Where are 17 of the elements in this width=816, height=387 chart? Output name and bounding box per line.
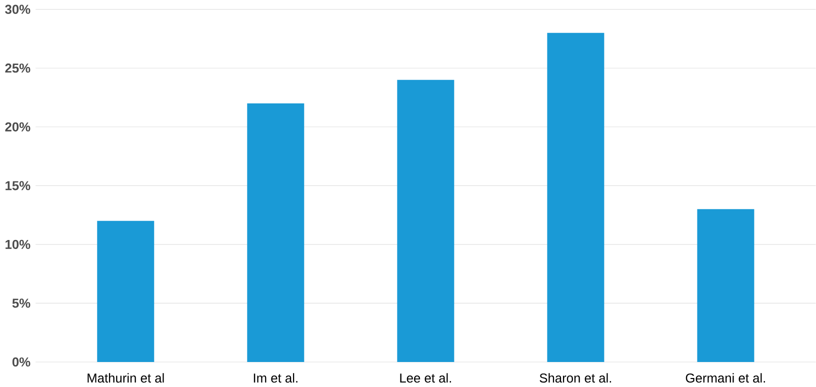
bar xyxy=(97,220,154,362)
x-tick-label: Mathurin et al xyxy=(88,372,164,382)
y-tick-label: 30% xyxy=(5,4,30,14)
y-tick-label: 10% xyxy=(6,240,30,249)
x-tick-label: Lee et al. xyxy=(400,372,451,382)
x-tick-label: Im et al. xyxy=(254,372,298,382)
y-tick-label: 15% xyxy=(6,180,30,190)
y-tick-label: 25% xyxy=(5,63,30,72)
bar xyxy=(397,80,454,362)
bar xyxy=(697,208,754,362)
bar xyxy=(547,32,604,362)
y-tick-label: 20% xyxy=(5,122,30,132)
x-tick-label: Sharon et al. xyxy=(540,372,612,382)
y-tick-label: 0% xyxy=(12,357,30,366)
bar xyxy=(247,103,304,362)
y-tick-label: 5% xyxy=(12,298,30,308)
x-tick-label: Germani et al. xyxy=(686,372,765,382)
